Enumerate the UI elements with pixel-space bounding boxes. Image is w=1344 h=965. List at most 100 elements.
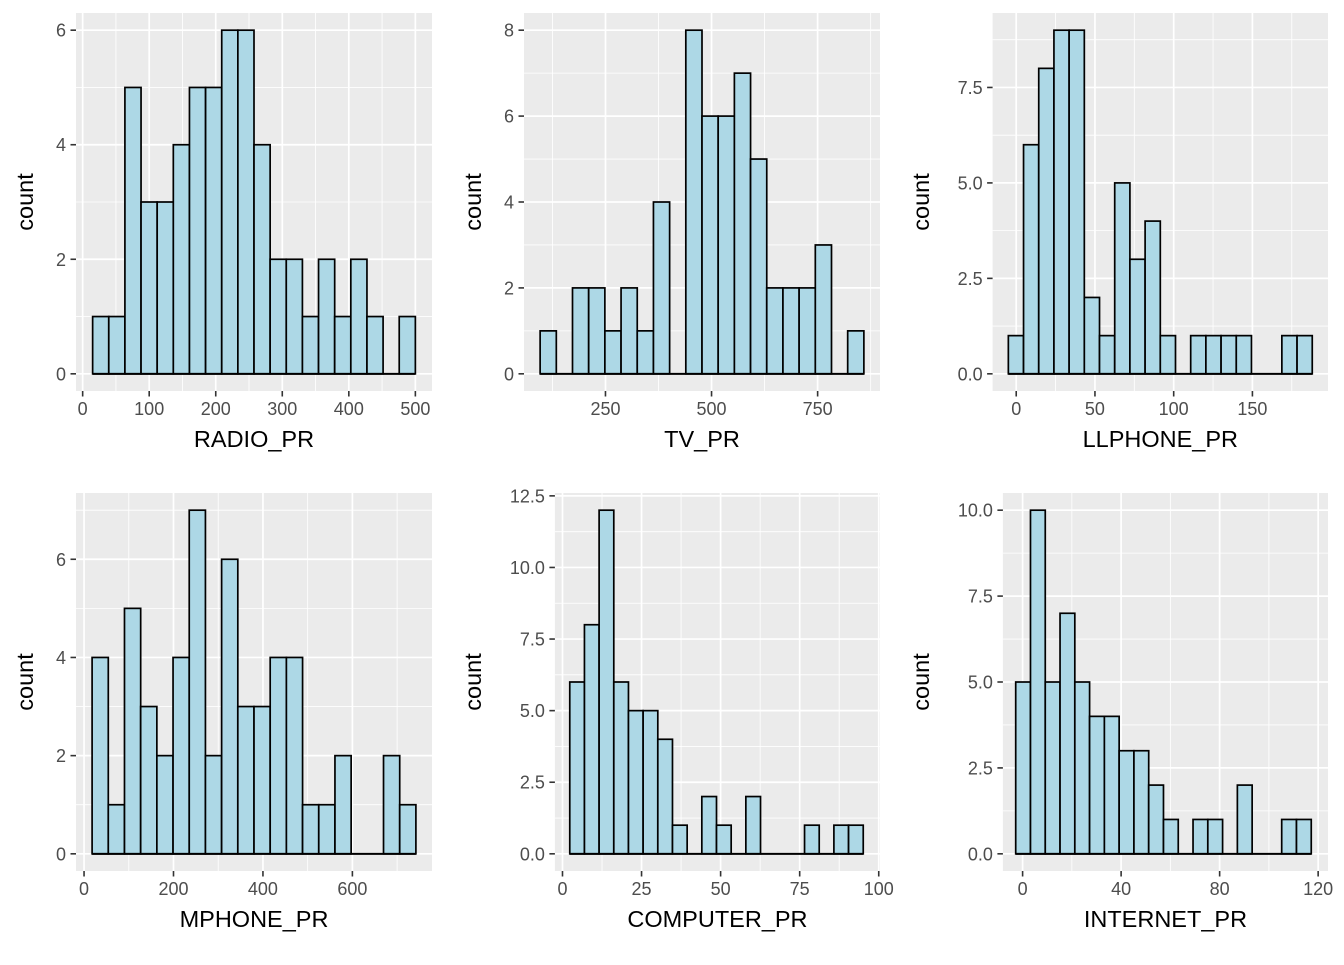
histogram-bar [620, 287, 639, 375]
y-axis-title: count [12, 653, 38, 711]
x-tick-label: 100 [134, 399, 164, 419]
y-tick-label: 2 [56, 746, 66, 766]
histogram-bar [1280, 818, 1298, 855]
histogram-bar [1083, 296, 1101, 375]
histogram-bar [1129, 258, 1146, 375]
x-axis-title: LLPHONE_PR [1083, 426, 1238, 452]
histogram-bar [814, 244, 833, 375]
histogram-bar [253, 143, 271, 375]
histogram-bar [765, 287, 784, 375]
histogram-bar [598, 509, 615, 855]
histogram-bar [1103, 715, 1120, 855]
y-tick-label: 6 [56, 550, 66, 570]
histogram-bar [188, 509, 207, 855]
chart-llphone-pr: 0 50 100 150 0.0 2.5 5.0 7.5 LLPHONE_PR count [908, 13, 1328, 452]
histogram-bar [123, 607, 142, 855]
x-tick-label: 250 [590, 399, 620, 419]
histogram-bar [627, 709, 644, 855]
y-axis-title: count [908, 173, 934, 231]
histogram-bar [204, 86, 223, 375]
histogram-bar [833, 824, 850, 855]
y-tick-label: 12.5 [510, 486, 545, 506]
x-tick-label: 100 [864, 879, 894, 899]
y-tick-label: 2 [56, 250, 66, 270]
histogram-bar [847, 824, 865, 855]
y-tick-label: 0.0 [968, 844, 993, 864]
y-tick-label: 7.5 [958, 78, 983, 98]
histogram-radio-pr: 0 100 200 300 400 500 0 2 4 6 RADIO_PR count [0, 0, 448, 480]
histogram-bar [1088, 715, 1106, 855]
histogram-bar [107, 803, 126, 855]
histogram-bar [1162, 818, 1180, 855]
x-tick-label: 0 [557, 879, 567, 899]
y-tick-label: 5.0 [520, 701, 545, 721]
histogram-computer-pr: 0 25 50 75 100 0.0 2.5 5.0 7.5 10.0 12.5 COMPUTER_P… [448, 480, 896, 960]
x-axis-title: MPHONE_PR [180, 906, 329, 932]
y-tick-label: 2.5 [520, 773, 545, 793]
histogram-bar [1113, 182, 1131, 375]
x-tick-label: 40 [1111, 879, 1131, 899]
histogram-bar [398, 315, 417, 375]
y-tick-label: 10.0 [510, 558, 545, 578]
x-tick-label: 50 [1085, 399, 1105, 419]
y-axis-title: count [12, 173, 38, 231]
y-axis-title: count [908, 653, 934, 711]
y-axis-title: count [460, 653, 486, 711]
chart-computer-pr: 0 25 50 75 100 0.0 2.5 5.0 7.5 10.0 12.5 COMPUTER_P… [460, 486, 894, 932]
histogram-bar [124, 86, 142, 375]
histogram-bar [1189, 334, 1207, 375]
histogram-tv-pr: 250 500 750 0 2 4 6 8 TV_PR count [448, 0, 896, 480]
y-tick-label: 2.5 [958, 269, 983, 289]
y-tick-label: 0.0 [958, 364, 983, 384]
chart-mphone-pr: 0 200 400 600 0 2 4 6 MPHONE_PR count [12, 493, 432, 932]
histogram-bar [1220, 334, 1238, 375]
histogram-bar [656, 738, 674, 855]
histogram-bar [798, 287, 817, 375]
x-tick-label: 200 [158, 879, 188, 899]
histogram-bar [1073, 681, 1091, 855]
histogram-bar [1053, 29, 1070, 375]
x-tick-label: 600 [337, 879, 367, 899]
x-axis-title: COMPUTER_PR [627, 906, 807, 932]
histogram-bar [366, 315, 384, 375]
histogram-bar [236, 705, 255, 855]
x-axis-title: INTERNET_PR [1084, 906, 1247, 932]
histogram-bar [1235, 334, 1253, 375]
y-tick-label: 6 [56, 21, 66, 41]
histogram-bar [636, 330, 655, 375]
histogram-bar [382, 754, 401, 855]
x-tick-label: 500 [697, 399, 727, 419]
histogram-bar [717, 115, 736, 375]
histogram-bar [700, 795, 718, 855]
histogram-bar [1133, 749, 1150, 855]
histogram-internet-pr: 0 40 80 120 0.0 2.5 5.0 7.5 10.0 INTERNET_PR count [896, 480, 1344, 960]
x-tick-label: 400 [334, 399, 364, 419]
histogram-bar [1007, 334, 1025, 375]
histogram-bar [1296, 334, 1314, 375]
histogram-bar [172, 143, 191, 375]
histogram-bar [1037, 67, 1055, 375]
histogram-bar [220, 29, 239, 375]
histogram-bar [1206, 818, 1224, 855]
histogram-bar [1068, 29, 1086, 375]
histogram-bar [1118, 749, 1135, 855]
histogram-llphone-pr: 0 50 100 150 0.0 2.5 5.0 7.5 LLPHONE_PR count [896, 0, 1344, 480]
histogram-bar [156, 201, 175, 375]
histogram-bar [744, 795, 762, 855]
y-tick-label: 0 [504, 364, 514, 384]
histogram-bar [334, 754, 352, 855]
histogram-bar [671, 824, 689, 855]
histogram-bar [285, 656, 304, 855]
histogram-bar [715, 824, 733, 855]
x-tick-label: 0 [79, 879, 89, 899]
histogram-bar [204, 754, 223, 855]
y-tick-label: 4 [56, 648, 66, 668]
chart-internet-pr: 0 40 80 120 0.0 2.5 5.0 7.5 10.0 INTERNET_PR count [908, 493, 1333, 932]
histogram-bar [642, 709, 659, 855]
histogram-bar [1192, 818, 1209, 855]
histogram-bar [652, 201, 671, 375]
histogram-bar [1144, 220, 1162, 375]
x-tick-label: 100 [1159, 399, 1189, 419]
histogram-bar [1295, 818, 1313, 855]
